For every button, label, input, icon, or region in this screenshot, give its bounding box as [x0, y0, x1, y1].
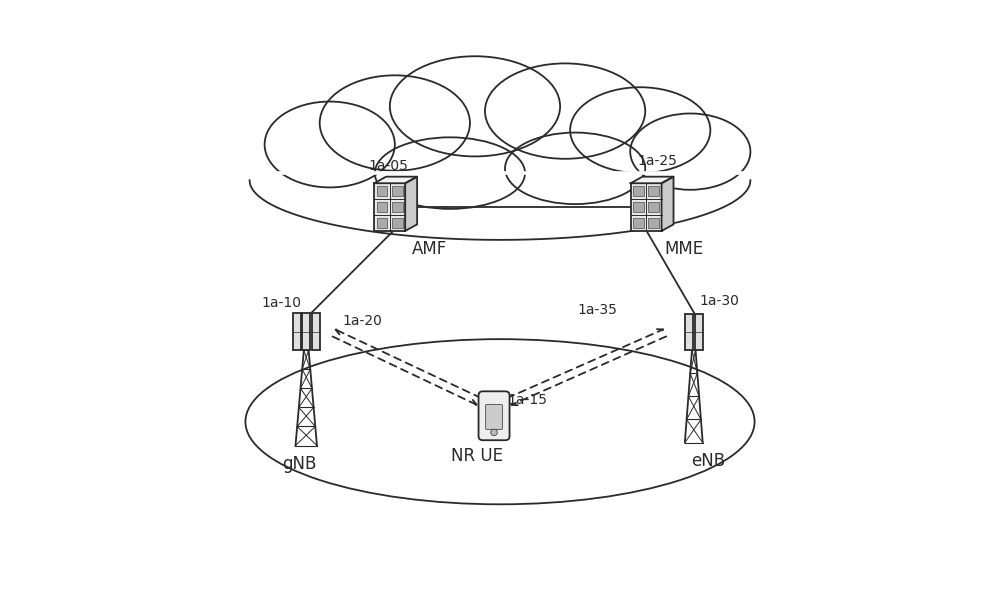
Text: 1a-15: 1a-15: [507, 393, 547, 407]
Bar: [377, 202, 387, 212]
Bar: [633, 186, 644, 196]
Text: NR UE: NR UE: [451, 447, 503, 465]
Polygon shape: [405, 177, 417, 231]
Text: AMF: AMF: [412, 240, 448, 258]
Bar: [392, 202, 403, 212]
Polygon shape: [374, 177, 417, 183]
Ellipse shape: [485, 63, 645, 159]
Text: gNB: gNB: [282, 455, 316, 473]
Text: 1a-10: 1a-10: [262, 296, 302, 310]
Ellipse shape: [630, 113, 750, 190]
Text: eNB: eNB: [692, 452, 726, 470]
Bar: [392, 218, 403, 228]
Bar: [631, 183, 662, 231]
Text: 1a-05: 1a-05: [369, 159, 409, 173]
Bar: [648, 218, 659, 228]
Ellipse shape: [570, 87, 710, 173]
Bar: [377, 218, 387, 228]
FancyBboxPatch shape: [479, 391, 510, 440]
Text: 1a-25: 1a-25: [637, 155, 677, 168]
Ellipse shape: [505, 132, 645, 204]
Bar: [377, 186, 387, 196]
Text: 1a-35: 1a-35: [578, 303, 617, 317]
Bar: [685, 314, 693, 350]
Ellipse shape: [390, 56, 560, 156]
Polygon shape: [662, 177, 674, 231]
Circle shape: [491, 429, 497, 435]
Bar: [633, 218, 644, 228]
Bar: [250, 137, 750, 173]
Bar: [374, 183, 405, 231]
Ellipse shape: [375, 137, 525, 209]
Text: 1a-30: 1a-30: [700, 295, 740, 308]
Ellipse shape: [320, 75, 470, 171]
Bar: [633, 202, 644, 212]
Bar: [302, 313, 310, 350]
Bar: [293, 313, 301, 350]
Ellipse shape: [245, 339, 755, 504]
Ellipse shape: [265, 102, 395, 187]
Text: 1a-20: 1a-20: [342, 313, 382, 328]
FancyBboxPatch shape: [486, 405, 502, 429]
Bar: [648, 186, 659, 196]
Bar: [312, 313, 320, 350]
Text: MME: MME: [664, 240, 703, 258]
Bar: [648, 202, 659, 212]
Bar: [695, 314, 703, 350]
Ellipse shape: [250, 341, 750, 502]
Bar: [392, 186, 403, 196]
Polygon shape: [631, 177, 674, 183]
